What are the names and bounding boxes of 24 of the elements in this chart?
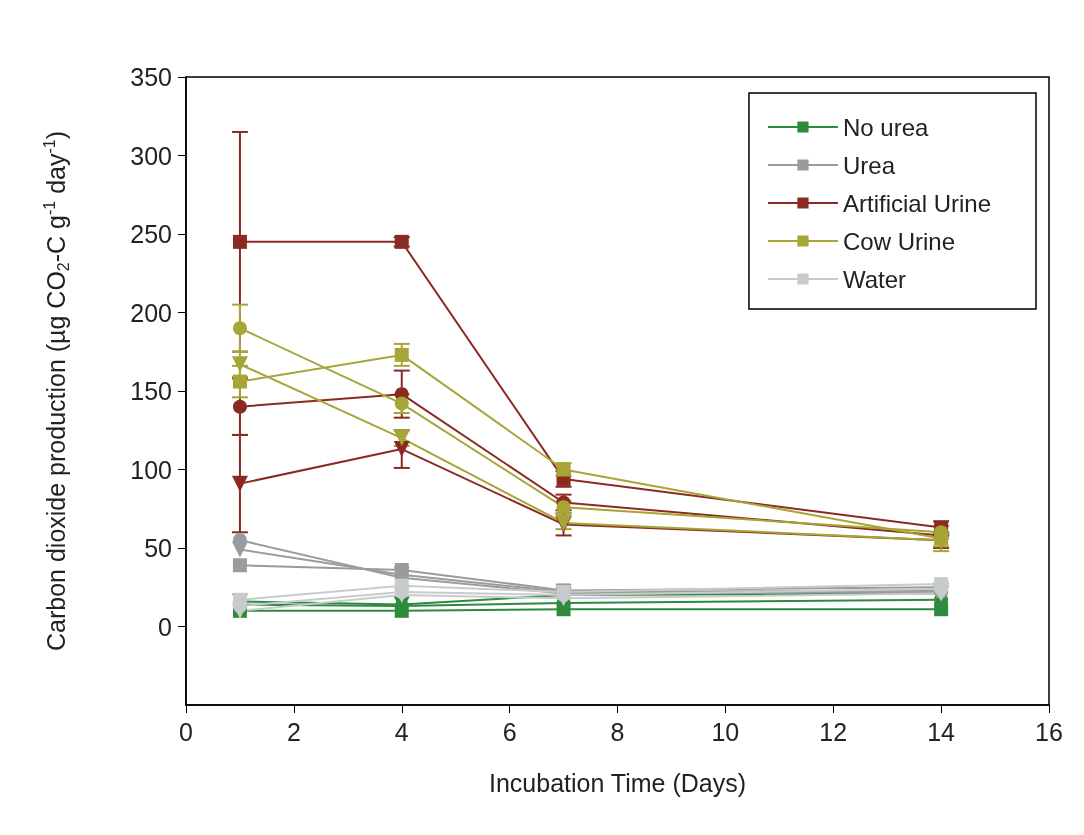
y-axis-title: Carbon dioxide production (µg CO2-C g-1 day-1) — [40, 130, 72, 652]
y-tick-label: 150 — [130, 377, 172, 405]
x-tick-label: 12 — [819, 717, 848, 746]
y-tick-label: 50 — [144, 534, 172, 562]
x-tick-label: 14 — [927, 717, 956, 746]
x-tick-label: 8 — [610, 717, 625, 746]
y-tick-label: 250 — [130, 220, 172, 248]
legend-label: Water — [842, 265, 907, 293]
y-tick-label: 350 — [130, 63, 172, 91]
x-axis-title: Incubation Time (Days) — [488, 768, 747, 797]
legend-label: Cow Urine — [842, 227, 955, 255]
x-tick-label: 4 — [394, 717, 409, 746]
y-tick-label: 200 — [130, 298, 172, 327]
x-tick-label: 10 — [711, 717, 740, 746]
x-tick-label: 2 — [286, 717, 301, 746]
x-tick-label: 0 — [179, 717, 193, 746]
legend-label: Artificial Urine — [842, 189, 991, 217]
y-tick-label: 300 — [130, 141, 172, 170]
legend-label: No urea — [842, 113, 929, 141]
y-tick-label: 100 — [130, 455, 172, 484]
x-tick-label: 16 — [1035, 717, 1063, 746]
x-tick-label: 6 — [502, 717, 517, 746]
y-tick-label: 0 — [158, 612, 172, 641]
legend-label: Urea — [842, 151, 896, 179]
